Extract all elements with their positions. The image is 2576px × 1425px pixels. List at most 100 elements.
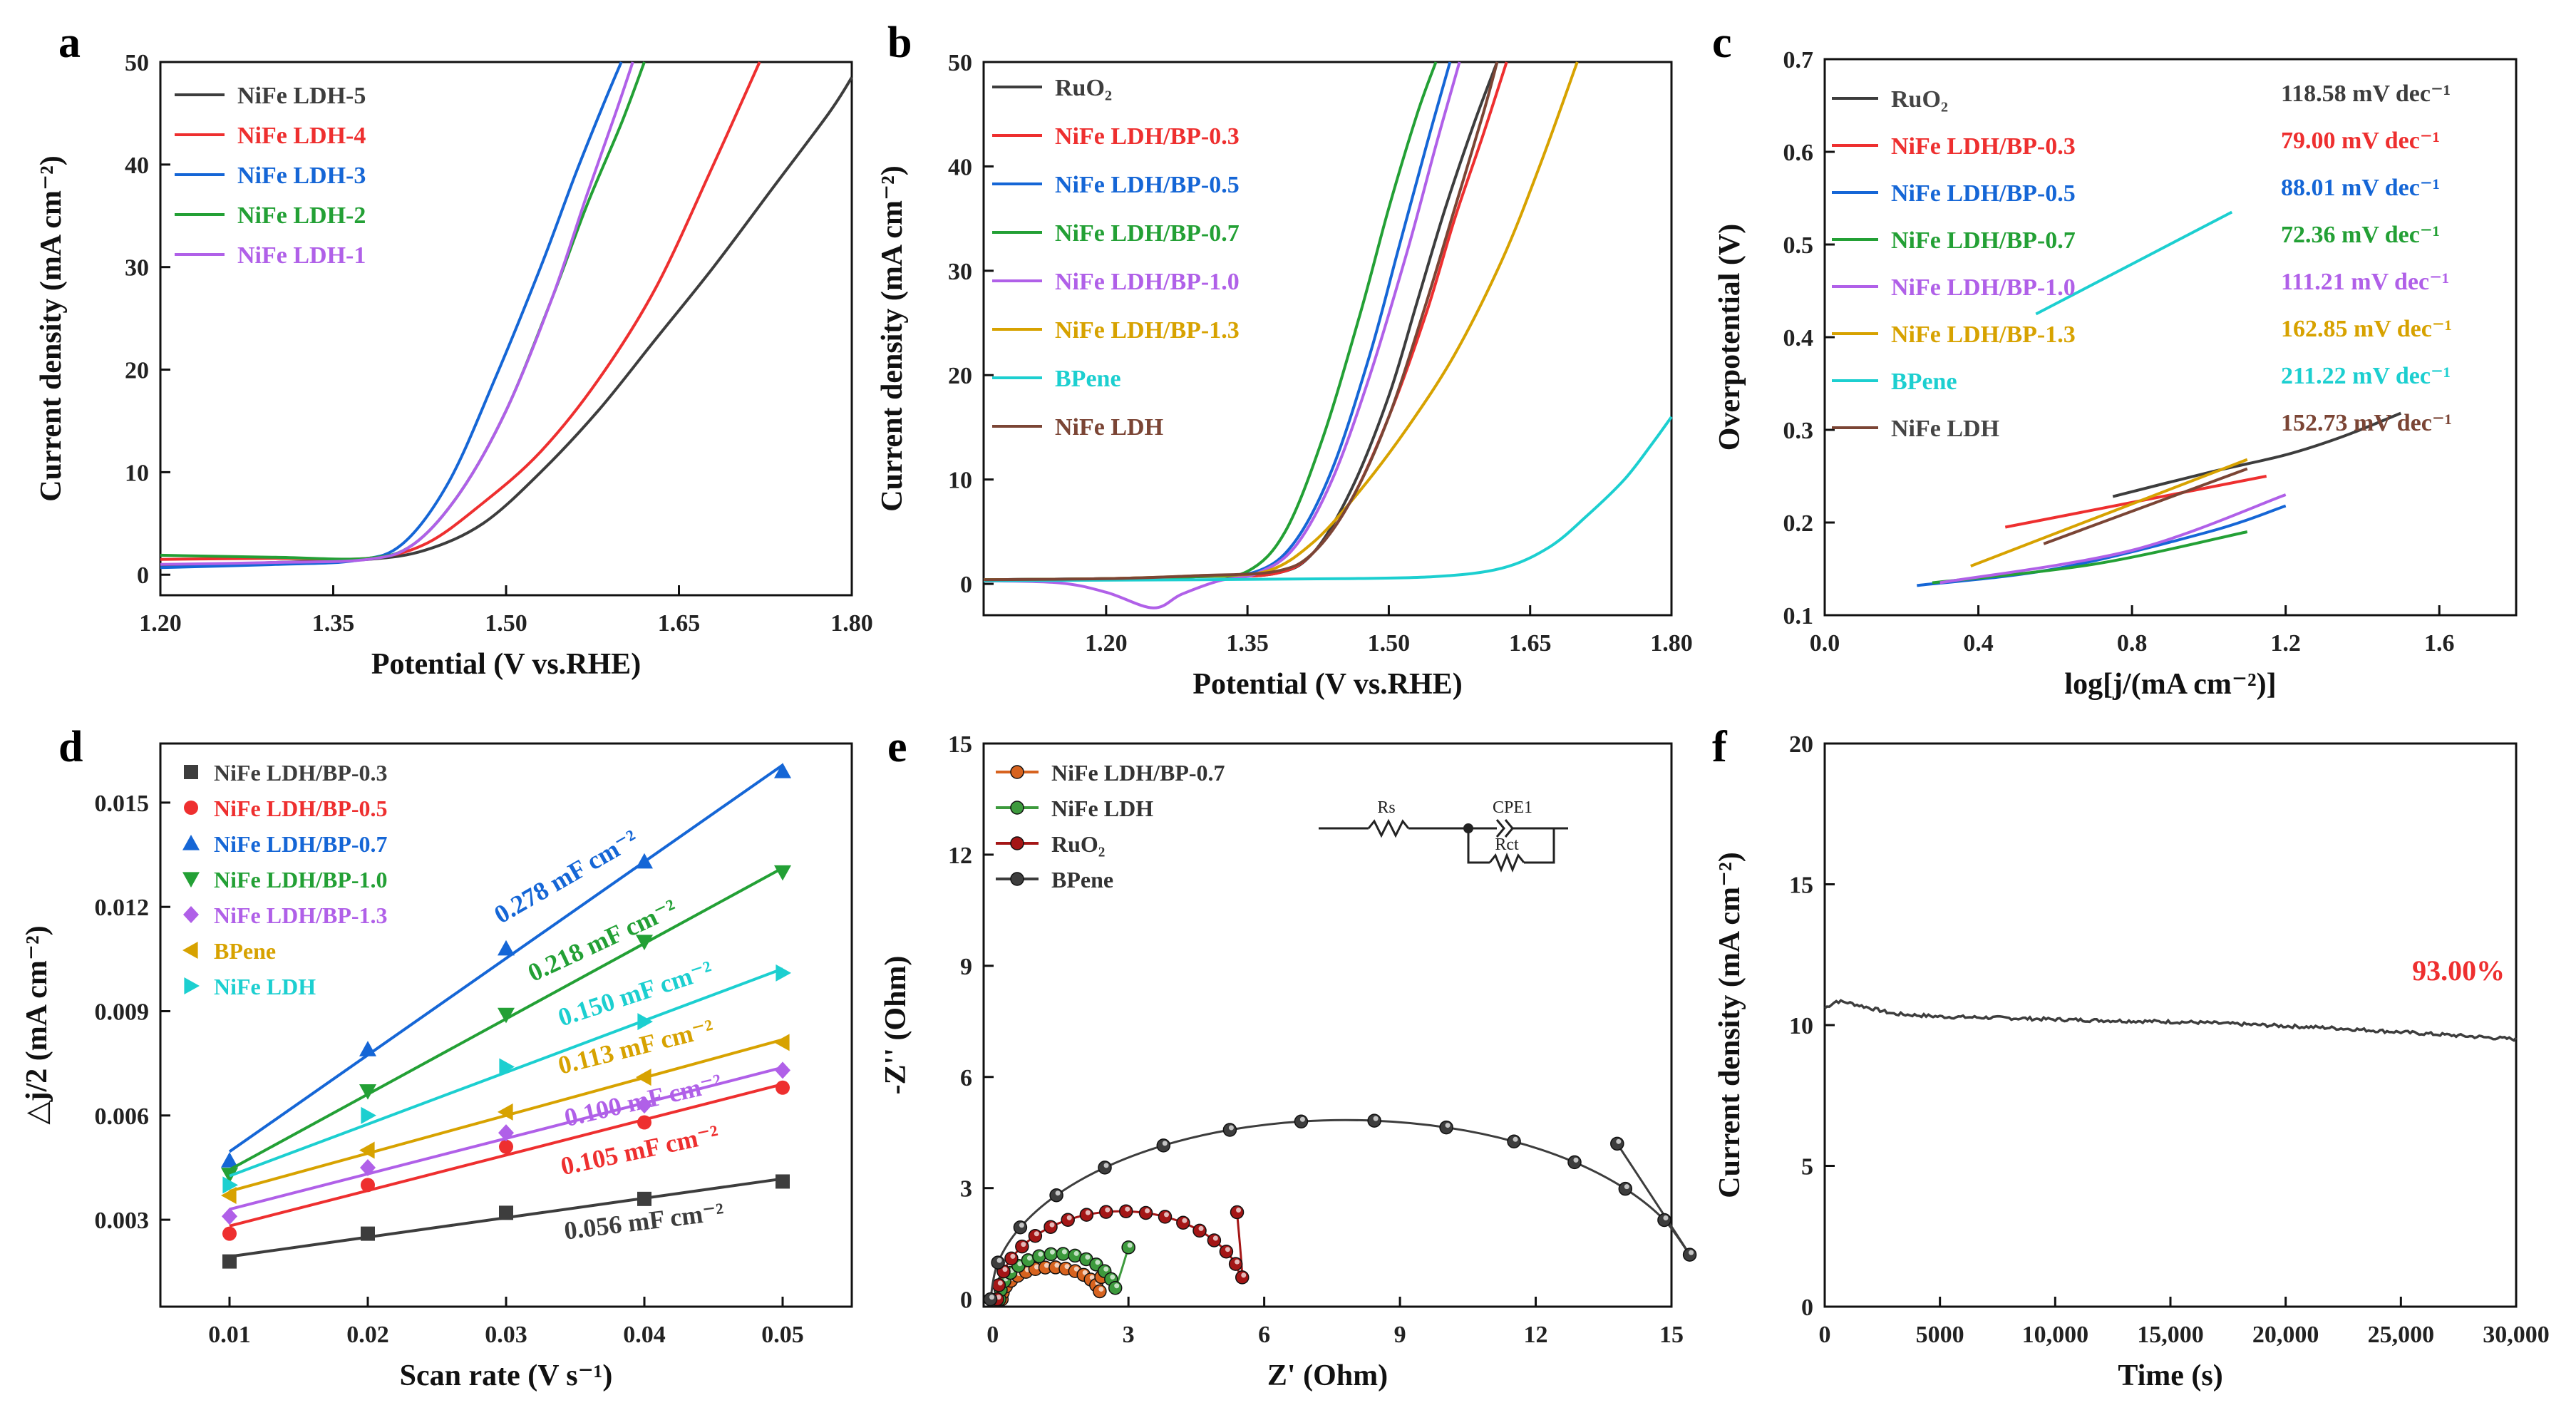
nyquist-point — [1032, 1249, 1046, 1264]
nyquist-point-highlight — [1066, 1215, 1072, 1220]
y-tick-label: 0.012 — [95, 895, 150, 921]
y-tick-label: 0 — [1801, 1295, 1813, 1321]
x-tick-label: 1.20 — [139, 610, 182, 637]
legend-label-nife-ldh-bp-0-3: NiFe LDH/BP-0.3 — [1891, 133, 2076, 160]
y-tick-label: 15 — [1789, 873, 1813, 899]
plot-frame-d — [159, 742, 853, 1308]
nyquist-point — [1507, 1134, 1521, 1149]
x-tick-label: 1.65 — [658, 610, 701, 637]
series-line-ruo — [2112, 411, 2402, 498]
y-tick-label: 12 — [948, 843, 972, 869]
nyquist-point-highlight — [1026, 1255, 1032, 1261]
nyquist-point-highlight — [1445, 1123, 1451, 1128]
stability-curve — [1823, 999, 2518, 1042]
nyquist-point — [1294, 1114, 1309, 1129]
retention-annotation: 93.00% — [2412, 955, 2505, 987]
y-axis-label: Current density (mA cm⁻²) — [1714, 852, 1746, 1198]
legend-label-bpene: BPene — [1891, 369, 1957, 395]
chart-panel-e: 0 3 6 9 12 15 0 3 6 9 12 15 Z' (Ohm) -Z'' (Ohm) NiFe L… — [880, 731, 1697, 1392]
nyquist-point-highlight — [1085, 1254, 1091, 1260]
nyquist-point — [1118, 1204, 1133, 1218]
nyquist-point — [1158, 1210, 1173, 1224]
x-tick-label: 20,000 — [2252, 1322, 2319, 1348]
nyquist-point-highlight — [1017, 1261, 1023, 1267]
marker-triangle-up — [498, 940, 515, 956]
circuit-label-rct: Rct — [1495, 835, 1519, 854]
y-axis-label: -Z'' (Ohm) — [880, 956, 912, 1095]
nyquist-point-highlight — [1125, 1206, 1130, 1212]
circuit-label-rs: Rs — [1377, 798, 1395, 817]
x-tick-label: 1.6 — [2424, 630, 2455, 657]
marker-diamond — [775, 1061, 790, 1079]
series-line-nife-ldh-bp-1-0 — [983, 61, 1461, 609]
nyquist-point-highlight — [1373, 1116, 1379, 1121]
legend-marker — [1010, 872, 1024, 886]
nyquist-point-highlight — [1114, 1283, 1120, 1289]
marker-square — [499, 1205, 513, 1220]
nyquist-point-highlight — [1089, 1275, 1095, 1280]
marker-circle — [637, 1115, 651, 1130]
marker-triangle-up — [359, 1041, 376, 1056]
legend-label-ruo: RuO₂ — [1891, 86, 1948, 113]
cpe-element — [1495, 819, 1505, 838]
marker-circle — [776, 1080, 790, 1095]
nyquist-point-highlight — [1073, 1266, 1079, 1272]
y-tick-label: 9 — [960, 954, 972, 980]
series-line-nife-ldh — [983, 61, 1499, 582]
marker-square — [184, 765, 198, 779]
x-tick-label: 9 — [1394, 1322, 1406, 1348]
nyquist-point-highlight — [1095, 1260, 1101, 1265]
legend-label-nife-ldh-bp-0-5: NiFe LDH/BP-0.5 — [1055, 172, 1240, 198]
y-tick-label: 10 — [1789, 1013, 1813, 1039]
nyquist-point-highlight — [1241, 1272, 1247, 1278]
marker-triangle-left — [182, 942, 198, 959]
chart-panel-d: 0.01 0.02 0.03 0.04 0.05 0.003 0.006 0.009 0.012… — [21, 742, 853, 1392]
plot-frame-e — [982, 742, 1673, 1308]
slope-label-nife-ldh-bp-0-7: 72.36 mV dec⁻¹ — [2281, 222, 2440, 248]
nyquist-point-highlight — [1127, 1243, 1133, 1248]
x-axis-label: Time (s) — [2118, 1359, 2222, 1392]
x-tick-label: 0.04 — [623, 1322, 666, 1348]
legend-label-nife-ldh-4: NiFe LDH-4 — [237, 123, 366, 149]
y-tick-label: 0.6 — [1783, 140, 1814, 166]
marker-circle — [184, 801, 198, 815]
x-tick-label: 0 — [1819, 1322, 1831, 1348]
marker-circle — [222, 1226, 237, 1241]
nyquist-point-highlight — [1663, 1215, 1669, 1221]
x-tick-label: 0.01 — [208, 1322, 251, 1348]
nyquist-point — [1618, 1181, 1633, 1196]
legend-label-nife-ldh-2: NiFe LDH-2 — [237, 202, 366, 229]
resistor-rct — [1488, 852, 1525, 873]
circuit-wire — [1467, 828, 1490, 864]
legend-label-nife-ldh-bp-1-0: NiFe LDH/BP-1.0 — [1055, 269, 1240, 295]
x-tick-label: 3 — [1123, 1322, 1135, 1348]
legend-label-nife-ldh: NiFe LDH — [1891, 416, 1999, 442]
x-tick-label: 0.0 — [1810, 630, 1840, 657]
nyquist-point — [1044, 1247, 1058, 1262]
x-tick-label: 1.80 — [830, 610, 873, 637]
legend-marker — [1010, 765, 1024, 779]
y-axis-label: Current density (mA cm⁻²) — [35, 155, 68, 501]
panel-letter-e: e — [887, 723, 907, 771]
x-tick-label: 0.03 — [485, 1322, 527, 1348]
nyquist-point — [1219, 1244, 1234, 1259]
marker-triangle-left — [636, 1069, 651, 1086]
y-tick-label: 10 — [125, 460, 149, 486]
nyquist-point-highlight — [1573, 1157, 1579, 1163]
nyquist-point-highlight — [1085, 1210, 1091, 1215]
x-tick-label: 0 — [986, 1322, 999, 1348]
y-tick-label: 20 — [948, 363, 972, 389]
y-tick-label: 0.7 — [1783, 47, 1814, 73]
nyquist-point-highlight — [1145, 1208, 1150, 1213]
nyquist-point-highlight — [1225, 1247, 1230, 1252]
legend-label-nife-ldh-bp-1-3: NiFe LDH/BP-1.3 — [1055, 317, 1240, 344]
nyquist-point — [1192, 1223, 1207, 1238]
legend-label-nife-ldh-bp-1-0: NiFe LDH/BP-1.0 — [1891, 274, 2076, 301]
fit-line-nife-ldh — [229, 967, 783, 1178]
nyquist-point-highlight — [1038, 1251, 1044, 1257]
nyquist-point-highlight — [1103, 1266, 1109, 1272]
marker-triangle-up — [774, 763, 791, 778]
marker-triangle-down — [182, 872, 200, 888]
y-tick-label: 0.009 — [95, 999, 150, 1025]
x-axis-label: Z' (Ohm) — [1267, 1359, 1388, 1392]
